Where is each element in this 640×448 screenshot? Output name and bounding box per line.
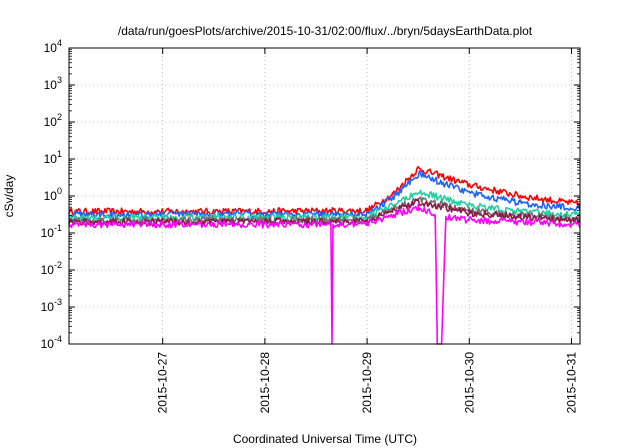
- x-tick-label: 2015-10-29: [360, 352, 374, 414]
- y-axis-label: cSv/day: [2, 175, 16, 218]
- series-line: [68, 165, 581, 216]
- x-axis-label: Coordinated Universal Time (UTC): [233, 432, 417, 446]
- series-layer: [68, 165, 581, 345]
- y-tick-label: 104: [44, 38, 62, 55]
- y-tick-label: 102: [44, 112, 62, 129]
- x-tick-label: 2015-10-30: [462, 352, 476, 414]
- x-tick-label: 2015-10-28: [258, 352, 272, 414]
- y-tick-label: 10-3: [41, 297, 62, 314]
- y-tick-labels: 10-4 10-3 10-2 10-1 100 101 102 103 104: [41, 38, 62, 351]
- series-line: [68, 203, 581, 345]
- x-tick-label: 2015-10-27: [156, 352, 170, 414]
- grid: [69, 48, 580, 344]
- y-tick-label: 100: [44, 186, 62, 203]
- y-tick-label: 10-4: [41, 334, 62, 351]
- y-tick-label: 101: [44, 149, 62, 166]
- chart-title: /data/run/goesPlots/archive/2015-10-31/0…: [118, 24, 533, 38]
- y-tick-label: 10-2: [41, 260, 62, 277]
- y-tick-label: 10-1: [41, 223, 62, 240]
- y-tick-label: 103: [44, 75, 62, 92]
- series-line: [68, 189, 581, 222]
- x-tick-labels: 2015-10-27 2015-10-28 2015-10-29 2015-10-30…: [156, 352, 579, 414]
- ticks: [69, 47, 580, 345]
- x-tick-label: 2015-10-31: [564, 352, 578, 414]
